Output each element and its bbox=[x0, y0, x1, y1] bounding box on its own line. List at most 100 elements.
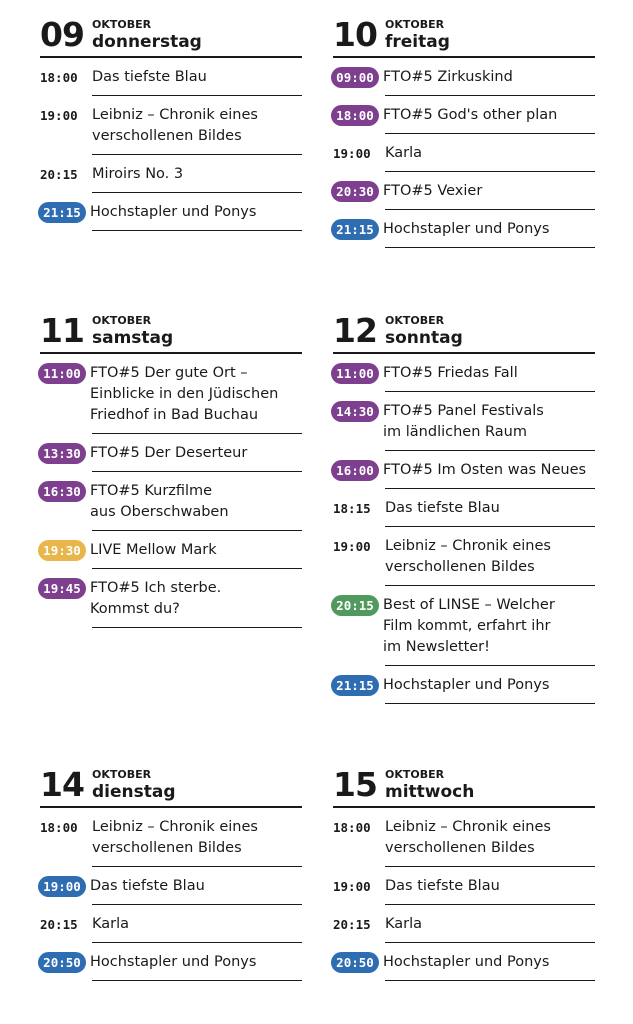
event-time: 19:00 bbox=[333, 146, 371, 161]
event-title[interactable]: Hochstapler und Ponys bbox=[383, 954, 550, 970]
event-title[interactable]: Leibniz – Chronik eines verschollenen Bi… bbox=[92, 819, 258, 856]
event-time-badge: 18:00 bbox=[331, 105, 379, 126]
event-title[interactable]: FTO#5 Der gute Ort – Einblicke in den Jü… bbox=[90, 365, 279, 423]
weekday-name: sonntag bbox=[385, 328, 463, 348]
event-title[interactable]: Hochstapler und Ponys bbox=[90, 204, 257, 220]
event-title[interactable]: FTO#5 Kurzfilme aus Oberschwaben bbox=[90, 483, 229, 520]
day-header: 15 OKTOBER mittwoch bbox=[333, 762, 595, 808]
weekday-name: donnerstag bbox=[92, 32, 202, 52]
event-title[interactable]: Karla bbox=[385, 145, 423, 161]
event-time-badge: 19:00 bbox=[38, 876, 86, 897]
day-header: 11 OKTOBER samstag bbox=[40, 308, 302, 354]
event-title[interactable]: FTO#5 Zirkuskind bbox=[383, 69, 513, 85]
event-time-badge: 16:00 bbox=[331, 460, 379, 481]
event-row[interactable]: 21:15 Hochstapler und Ponys bbox=[331, 666, 595, 704]
event-row[interactable]: 09:00 FTO#5 Zirkuskind bbox=[331, 58, 595, 96]
event-row[interactable]: 20:15 Miroirs No. 3 bbox=[40, 155, 302, 193]
day-number: 14 bbox=[40, 765, 85, 804]
event-row[interactable]: 20:15 Karla bbox=[333, 905, 595, 943]
event-time: 20:15 bbox=[40, 167, 78, 182]
event-time-badge: 20:30 bbox=[331, 181, 379, 202]
event-row[interactable]: 11:00 FTO#5 Der gute Ort – Einblicke in d… bbox=[38, 354, 302, 434]
day-block: 12 OKTOBER sonntag 11:00 FTO#5 Friedas Fall 1… bbox=[331, 308, 595, 704]
event-time-badge: 11:00 bbox=[38, 363, 86, 384]
event-title[interactable]: Karla bbox=[385, 916, 423, 932]
day-block: 14 OKTOBER dienstag 18:00 Leibniz – Chronik … bbox=[38, 762, 302, 981]
event-time-badge: 20:50 bbox=[331, 952, 379, 973]
event-time-badge: 09:00 bbox=[331, 67, 379, 88]
day-month: OKTOBER bbox=[92, 768, 152, 781]
day-number: 12 bbox=[333, 311, 378, 350]
event-title[interactable]: FTO#5 Panel Festivals im ländlichen Raum bbox=[383, 403, 544, 440]
event-row[interactable]: 19:00 Das tiefste Blau bbox=[38, 867, 302, 905]
event-title[interactable]: FTO#5 Ich sterbe. Kommst du? bbox=[90, 580, 222, 617]
weekday-name: dienstag bbox=[92, 782, 176, 802]
event-title[interactable]: Leibniz – Chronik eines verschollenen Bi… bbox=[385, 819, 551, 856]
event-row[interactable]: 11:00 FTO#5 Friedas Fall bbox=[331, 354, 595, 392]
event-title[interactable]: Best of LINSE – Welcher Film kommt, erfa… bbox=[383, 597, 555, 655]
event-row[interactable]: 18:00 Das tiefste Blau bbox=[40, 58, 302, 96]
event-title[interactable]: FTO#5 God's other plan bbox=[383, 107, 558, 123]
day-number: 11 bbox=[40, 311, 85, 350]
day-month: OKTOBER bbox=[92, 314, 152, 327]
event-time-badge: 21:15 bbox=[331, 675, 379, 696]
event-title[interactable]: Das tiefste Blau bbox=[92, 69, 207, 85]
event-time-badge: 20:15 bbox=[331, 595, 379, 616]
day-month: OKTOBER bbox=[385, 314, 445, 327]
event-time-badge: 19:45 bbox=[38, 578, 86, 599]
event-title[interactable]: FTO#5 Der Deserteur bbox=[90, 445, 248, 461]
event-row[interactable]: 20:30 FTO#5 Vexier bbox=[331, 172, 595, 210]
event-row[interactable]: 18:00 Leibniz – Chronik eines verschollen… bbox=[333, 808, 595, 867]
event-time-badge: 21:15 bbox=[331, 219, 379, 240]
event-title[interactable]: Hochstapler und Ponys bbox=[383, 221, 550, 237]
event-time: 18:15 bbox=[333, 501, 371, 516]
event-time: 19:00 bbox=[333, 879, 371, 894]
event-row[interactable]: 19:00 Karla bbox=[333, 134, 595, 172]
event-time: 20:15 bbox=[40, 917, 78, 932]
day-block: 15 OKTOBER mittwoch 18:00 Leibniz – Chronik … bbox=[331, 762, 595, 981]
event-time-badge: 11:00 bbox=[331, 363, 379, 384]
event-title[interactable]: FTO#5 Vexier bbox=[383, 183, 483, 199]
event-row[interactable]: 13:30 FTO#5 Der Deserteur bbox=[38, 434, 302, 472]
event-row[interactable]: 20:15 Best of LINSE – Welcher Film kommt,… bbox=[331, 586, 595, 666]
event-row[interactable]: 18:15 Das tiefste Blau bbox=[333, 489, 595, 527]
event-row[interactable]: 18:00 Leibniz – Chronik eines verschollen… bbox=[40, 808, 302, 867]
event-time-badge: 13:30 bbox=[38, 443, 86, 464]
event-row[interactable]: 19:00 Das tiefste Blau bbox=[333, 867, 595, 905]
event-title[interactable]: LIVE Mellow Mark bbox=[90, 542, 217, 558]
event-row[interactable]: 16:30 FTO#5 Kurzfilme aus Oberschwaben bbox=[38, 472, 302, 531]
event-title[interactable]: Das tiefste Blau bbox=[90, 878, 205, 894]
event-row[interactable]: 20:15 Karla bbox=[40, 905, 302, 943]
day-header: 10 OKTOBER freitag bbox=[333, 12, 595, 58]
event-title[interactable]: FTO#5 Im Osten was Neues bbox=[383, 462, 587, 478]
event-title[interactable]: Hochstapler und Ponys bbox=[90, 954, 257, 970]
event-title[interactable]: Leibniz – Chronik eines verschollenen Bi… bbox=[385, 538, 551, 575]
event-row[interactable]: 20:50 Hochstapler und Ponys bbox=[331, 943, 595, 981]
event-row[interactable]: 20:50 Hochstapler und Ponys bbox=[38, 943, 302, 981]
event-row[interactable]: 21:15 Hochstapler und Ponys bbox=[38, 193, 302, 231]
day-block: 11 OKTOBER samstag 11:00 FTO#5 Der gute Ort … bbox=[38, 308, 302, 628]
event-title[interactable]: Das tiefste Blau bbox=[385, 500, 500, 516]
event-title[interactable]: Miroirs No. 3 bbox=[92, 166, 184, 182]
event-time: 20:15 bbox=[333, 917, 371, 932]
event-row[interactable]: 21:15 Hochstapler und Ponys bbox=[331, 210, 595, 248]
day-month: OKTOBER bbox=[92, 18, 152, 31]
event-title[interactable]: FTO#5 Friedas Fall bbox=[383, 365, 518, 381]
day-header: 09 OKTOBER donnerstag bbox=[40, 12, 302, 58]
event-row[interactable]: 19:45 FTO#5 Ich sterbe. Kommst du? bbox=[38, 569, 302, 628]
event-time-badge: 14:30 bbox=[331, 401, 379, 422]
event-row[interactable]: 16:00 FTO#5 Im Osten was Neues bbox=[331, 451, 595, 489]
event-time-badge: 16:30 bbox=[38, 481, 86, 502]
event-row[interactable]: 18:00 FTO#5 God's other plan bbox=[331, 96, 595, 134]
event-title[interactable]: Das tiefste Blau bbox=[385, 878, 500, 894]
event-row[interactable]: 19:00 Leibniz – Chronik eines verschollen… bbox=[40, 96, 302, 155]
event-title[interactable]: Karla bbox=[92, 916, 130, 932]
event-title[interactable]: Leibniz – Chronik eines verschollenen Bi… bbox=[92, 107, 258, 144]
event-time-badge: 20:50 bbox=[38, 952, 86, 973]
event-time: 18:00 bbox=[333, 820, 371, 835]
event-row[interactable]: 19:30 LIVE Mellow Mark bbox=[38, 531, 302, 569]
event-row[interactable]: 19:00 Leibniz – Chronik eines verschollen… bbox=[333, 527, 595, 586]
event-row[interactable]: 14:30 FTO#5 Panel Festivals im ländlichen… bbox=[331, 392, 595, 451]
day-header: 14 OKTOBER dienstag bbox=[40, 762, 302, 808]
event-title[interactable]: Hochstapler und Ponys bbox=[383, 677, 550, 693]
